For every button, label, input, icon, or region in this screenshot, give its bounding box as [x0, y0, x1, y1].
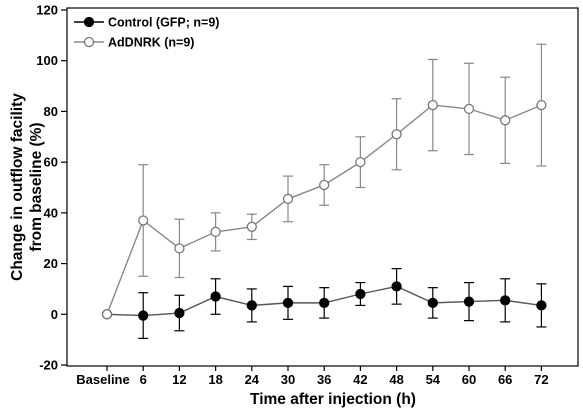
legend-label: Control (GFP; n=9) [108, 16, 219, 30]
y-tick-label: 0 [51, 307, 58, 322]
y-tick-label: 120 [36, 3, 58, 18]
legend-marker [83, 36, 95, 48]
data-point [174, 243, 185, 254]
series-layer [101, 43, 547, 339]
data-point [101, 309, 113, 320]
data-point [282, 297, 294, 309]
data-point [138, 310, 149, 321]
data-point [319, 297, 330, 309]
data-point [391, 129, 402, 140]
y-tick-label: 60 [44, 155, 58, 170]
x-tick-label: 24 [245, 372, 260, 387]
series-line [106, 104, 542, 315]
y-tick-label: 80 [44, 104, 58, 119]
y-axis: -20 0 20 40 60 80 100 120 [36, 3, 67, 373]
y-axis-title: Change in outflow facility from baseline … [9, 93, 45, 281]
data-point [246, 300, 257, 311]
data-point [319, 179, 330, 191]
series-addnrk [101, 43, 547, 320]
data-point [282, 193, 294, 205]
data-point [536, 99, 547, 111]
x-tick-label: 66 [498, 372, 512, 387]
legend: Control (GFP; n=9) AdDNRK (n=9) [74, 16, 219, 50]
y-tick-label: -20 [39, 358, 58, 373]
plot-frame [66, 7, 579, 367]
x-axis: Baseline 6 12 18 24 30 36 42 48 54 60 66 72 [76, 366, 549, 387]
x-axis-title: Time after injection (h) [250, 391, 416, 408]
x-tick-label: Baseline [76, 372, 129, 387]
data-point [355, 288, 366, 300]
data-point [391, 281, 402, 292]
x-tick-label: 42 [353, 372, 367, 387]
data-point [500, 115, 511, 126]
plot-border [66, 7, 579, 367]
data-point [500, 295, 511, 306]
data-point [427, 297, 438, 309]
series-control [101, 268, 547, 339]
data-point [536, 300, 547, 311]
x-tick-label: 36 [317, 372, 331, 387]
data-point [355, 156, 366, 168]
x-tick-label: 30 [281, 372, 295, 387]
x-tick-label: 12 [172, 372, 186, 387]
y-tick-label: 100 [36, 53, 58, 68]
legend-marker [83, 16, 95, 28]
legend-label: AdDNRK (n=9) [108, 36, 194, 50]
data-point [246, 221, 257, 232]
x-tick-label: 60 [462, 372, 476, 387]
x-tick-label: 54 [426, 372, 441, 387]
x-tick-label: 18 [208, 372, 222, 387]
x-tick-label: 72 [534, 372, 548, 387]
y-axis-title-line: from baseline (%) [28, 122, 45, 251]
data-point [138, 215, 149, 226]
data-point [427, 99, 438, 111]
data-point [210, 226, 221, 238]
y-tick-label: 20 [44, 256, 58, 271]
data-point [463, 296, 475, 307]
y-axis-title-line: Change in outflow facility [9, 93, 26, 281]
x-tick-label: 48 [389, 372, 403, 387]
data-point [210, 291, 221, 302]
data-point [174, 307, 185, 319]
y-tick-label: 40 [44, 205, 58, 220]
data-point [463, 103, 475, 115]
x-tick-label: 6 [140, 372, 147, 387]
